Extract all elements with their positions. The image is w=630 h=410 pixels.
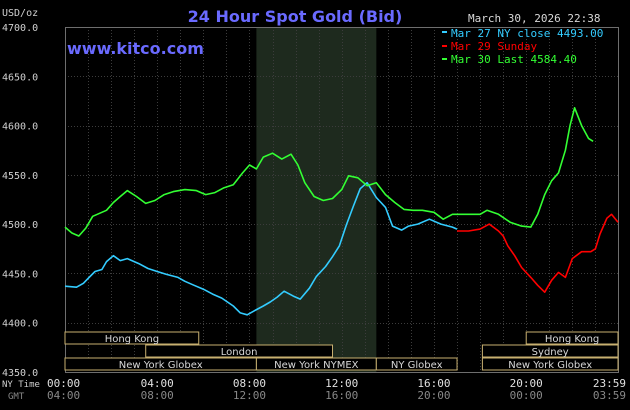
x-tick-label-gmt: 16:00	[325, 389, 358, 402]
session-bar: New York NYMEX	[255, 357, 377, 371]
session-label: Hong Kong	[545, 334, 599, 345]
legend-swatch	[442, 31, 447, 33]
session-bar-box	[64, 331, 200, 345]
session-label: New York NYMEX	[274, 360, 359, 371]
session-bar-box	[145, 344, 334, 358]
session-bar: Hong Kong	[525, 331, 619, 345]
session-bar: New York Globex	[64, 357, 257, 371]
legend: Mar 27 NY close 4493.00 Mar 29 Sunday Ma…	[442, 27, 603, 66]
y-tick-label: 4400.0	[2, 319, 38, 330]
series-line	[457, 213, 619, 293]
session-bar-box	[481, 357, 619, 371]
session-bar: Hong Kong	[64, 331, 200, 345]
session-bar: NY Globex	[375, 357, 458, 371]
x-tick-label-ny: 00:00	[47, 377, 80, 390]
x-tick-label-gmt: 12:00	[233, 389, 266, 402]
x-tick-label-gmt: 03:59	[593, 389, 626, 402]
session-label: Sydney	[532, 347, 569, 358]
session-bar: London	[145, 344, 334, 358]
nymex-session-band	[256, 27, 377, 372]
session-label: Hong Kong	[105, 334, 159, 345]
x-tick-label-ny: 12:00	[325, 377, 358, 390]
series-line	[64, 107, 594, 237]
x-tick-label-ny: 23:59	[593, 377, 626, 390]
x-tick-label-gmt: 04:00	[47, 389, 80, 402]
gmt-row-label: GMT	[8, 392, 25, 402]
session-bar-box	[375, 357, 458, 371]
session-bar: Sydney	[481, 344, 619, 358]
legend-entry: Mar 30 Last 4584.40	[451, 53, 577, 66]
y-tick-label: 4450.0	[2, 269, 38, 280]
timestamp: March 30, 2026 22:38	[468, 12, 600, 25]
legend-swatch	[442, 58, 447, 60]
unit-label: USD/oz	[2, 8, 38, 19]
legend-entry: Mar 27 NY close 4493.00	[451, 27, 603, 40]
watermark-url: www.kitco.com	[67, 39, 204, 58]
session-label: London	[221, 347, 258, 358]
price-series	[64, 107, 619, 316]
session-label: New York Globex	[119, 360, 203, 371]
x-tick-label-gmt: 00:00	[510, 389, 543, 402]
x-tick-label-ny: 16:00	[417, 377, 450, 390]
ny-time-row-label: NY Time	[2, 380, 40, 390]
legend-entry: Mar 29 Sunday	[451, 40, 537, 53]
y-tick-label: 4550.0	[2, 171, 38, 182]
y-axis-ticks: 4700.0 4650.0 4600.0 4550.0 4500.0 4450.0 4400…	[2, 23, 38, 379]
x-tick-label-ny: 20:00	[510, 377, 543, 390]
legend-swatch	[442, 45, 447, 47]
y-tick-label: 4700.0	[2, 23, 38, 34]
session-label: New York Globex	[508, 360, 592, 371]
y-tick-label: 4600.0	[2, 122, 38, 133]
x-tick-label-gmt: 08:00	[141, 389, 174, 402]
session-bar-box	[481, 344, 619, 358]
market-session-bars: Hong Kong London New York Globex New York N…	[64, 331, 619, 371]
session-bar-box	[525, 331, 619, 345]
y-tick-label: 4650.0	[2, 72, 38, 83]
session-label: NY Globex	[391, 360, 443, 371]
x-tick-label-gmt: 20:00	[417, 389, 450, 402]
x-tick-label-ny: 08:00	[233, 377, 266, 390]
x-axis-labels: 00:0004:0004:0008:0008:0012:0012:0016:00…	[47, 377, 626, 402]
session-bar: New York Globex	[481, 357, 619, 371]
series-line	[64, 181, 458, 316]
y-tick-label: 4350.0	[2, 368, 38, 379]
chart-title: 24 Hour Spot Gold (Bid)	[188, 7, 403, 26]
x-tick-label-ny: 04:00	[141, 377, 174, 390]
y-tick-label: 4500.0	[2, 220, 38, 231]
plot-border	[65, 27, 619, 373]
